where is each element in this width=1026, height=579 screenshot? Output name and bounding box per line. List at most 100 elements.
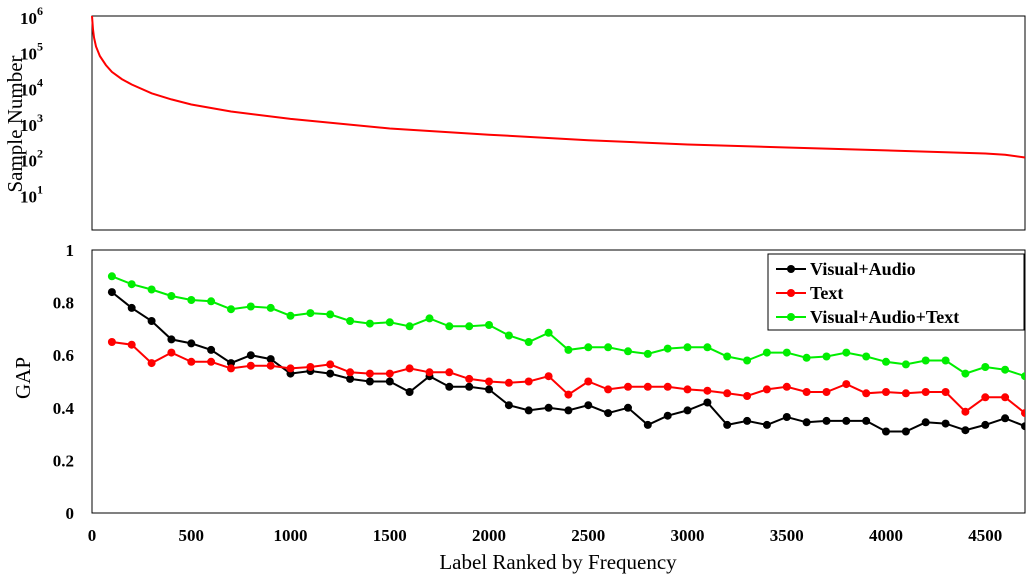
data-point xyxy=(445,382,454,391)
data-point xyxy=(842,380,851,389)
data-point xyxy=(882,427,890,436)
x-tick-label: 4000 xyxy=(869,526,903,545)
data-point xyxy=(147,317,156,325)
data-point xyxy=(445,368,454,377)
data-point xyxy=(207,357,216,366)
legend-item: Visual+Audio+Text xyxy=(776,307,959,327)
data-point xyxy=(524,406,533,415)
data-point xyxy=(425,314,434,323)
data-point xyxy=(385,318,394,327)
data-point xyxy=(127,340,136,349)
data-point xyxy=(862,416,871,425)
data-point xyxy=(822,352,831,361)
data-point xyxy=(504,331,513,340)
data-point xyxy=(405,388,414,396)
data-point xyxy=(544,328,553,337)
data-point xyxy=(346,368,355,377)
data-point xyxy=(544,403,553,412)
data-point xyxy=(524,377,533,386)
data-point xyxy=(703,343,712,352)
data-point xyxy=(465,322,474,331)
x-tick-label: 3500 xyxy=(770,526,804,545)
data-point xyxy=(564,406,573,415)
legend-label: Text xyxy=(810,283,843,303)
bottom-series-group xyxy=(107,272,1025,436)
bottom-plot-area xyxy=(91,249,1026,514)
data-point xyxy=(663,411,672,420)
data-point xyxy=(365,369,374,378)
data-point xyxy=(266,355,275,364)
data-point xyxy=(485,385,493,394)
data-point xyxy=(167,292,176,300)
legend-label: Visual+Audio+Text xyxy=(810,307,959,327)
data-point xyxy=(842,416,851,425)
top-y-tick-labels: 106 105 104 103 102 101 xyxy=(20,4,43,206)
x-tick-label: 0 xyxy=(88,526,97,545)
data-point xyxy=(663,344,672,353)
data-point xyxy=(743,416,752,425)
data-point xyxy=(663,382,672,391)
data-point xyxy=(822,388,831,396)
data-point xyxy=(326,360,335,369)
data-point xyxy=(187,339,196,348)
data-point xyxy=(981,363,990,371)
data-point xyxy=(703,398,712,407)
x-tick-label: 4500 xyxy=(968,526,1002,545)
bottom-y-tick-label: 1 xyxy=(66,241,75,260)
data-point xyxy=(207,345,216,354)
data-point xyxy=(743,356,752,365)
data-point xyxy=(465,374,474,383)
x-axis-label: Label Ranked by Frequency xyxy=(439,550,677,574)
legend-label: Visual+Audio xyxy=(810,259,916,279)
data-point xyxy=(465,382,474,391)
data-point xyxy=(802,388,811,396)
data-point xyxy=(385,369,394,378)
data-point xyxy=(246,302,255,311)
data-point xyxy=(901,427,910,436)
data-point xyxy=(306,309,315,318)
data-point xyxy=(921,356,930,365)
data-point xyxy=(504,378,513,387)
bottom-y-tick-label: 0 xyxy=(66,504,75,523)
bottom-y-tick-label: 0.2 xyxy=(53,451,74,470)
data-point xyxy=(624,347,632,356)
bottom-x-tick-labels: 0 500 1000 1500 2000 2500 3000 3500 4000 4500 xyxy=(88,526,1003,545)
data-point xyxy=(1001,414,1010,423)
data-point xyxy=(147,285,156,294)
data-point xyxy=(167,348,176,357)
top-y-tick-label: 101 xyxy=(20,182,43,206)
data-point xyxy=(842,348,851,357)
data-point xyxy=(365,377,374,386)
data-point xyxy=(941,356,950,365)
bottom-y-tick-label: 0.4 xyxy=(53,399,75,418)
data-point xyxy=(286,311,295,320)
data-point xyxy=(683,343,692,352)
data-point xyxy=(107,288,116,297)
data-point xyxy=(802,418,811,427)
data-point xyxy=(385,377,394,386)
legend-box xyxy=(767,253,1025,331)
data-point xyxy=(266,361,275,370)
data-point xyxy=(782,348,791,357)
data-point xyxy=(901,360,910,369)
top-y-tick-label: 103 xyxy=(20,111,43,135)
bottom-y-tick-labels: 0 0.2 0.4 0.6 0.8 1 xyxy=(53,241,75,523)
data-point xyxy=(643,420,652,429)
top-chart: 106 105 104 103 102 101 Sample Number xyxy=(3,4,1026,231)
data-point xyxy=(207,297,216,306)
data-point xyxy=(127,280,136,289)
data-point xyxy=(266,303,275,312)
legend-swatch-marker xyxy=(787,265,795,273)
data-point xyxy=(604,409,613,418)
data-point xyxy=(286,364,295,373)
data-point xyxy=(782,382,791,391)
data-point xyxy=(485,321,493,329)
legend-swatch-marker xyxy=(787,289,795,297)
data-point xyxy=(544,372,553,381)
data-point xyxy=(703,386,712,395)
data-point xyxy=(624,382,632,391)
data-point xyxy=(961,426,970,435)
data-point xyxy=(326,310,335,319)
bottom-y-tick-label: 0.6 xyxy=(53,346,74,365)
data-point xyxy=(246,351,255,360)
